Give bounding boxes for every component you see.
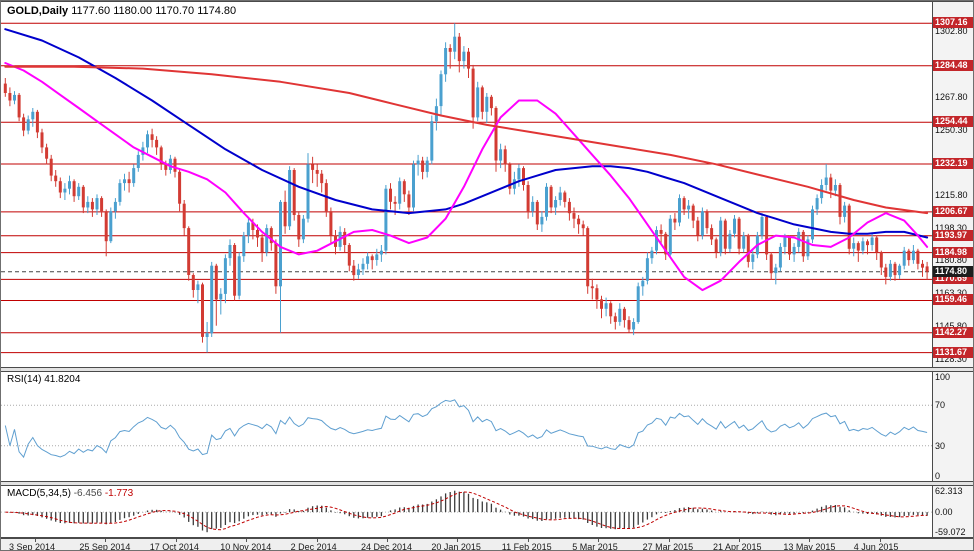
- level-price-label: 1159.46: [933, 294, 973, 306]
- date-tick: [668, 539, 670, 542]
- rsi-panel: RSI(14) 41.8204 100 70 30 0: [1, 371, 973, 482]
- level-price-label: 1284.48: [933, 59, 973, 71]
- date-label: 2 Dec 2014: [290, 542, 337, 551]
- date-label: 3 Sep 2014: [9, 542, 56, 551]
- date-label: 27 Mar 2015: [642, 542, 694, 551]
- date-tick: [457, 539, 459, 542]
- level-price-label: 1307.16: [933, 17, 973, 29]
- date-label: 25 Sep 2014: [79, 542, 131, 551]
- price-tick-label: 1198.30: [935, 222, 967, 233]
- date-label: 20 Jan 2015: [431, 542, 481, 551]
- rsi-scale-label: 100: [935, 372, 951, 382]
- level-price-label: 1206.67: [933, 205, 973, 217]
- macd-name: MACD(5,34,5): [7, 488, 71, 499]
- date-tick: [246, 539, 248, 542]
- main-chart-panel: GOLD,Daily 1177.60 1180.00 1170.70 1174.…: [1, 1, 973, 368]
- level-price-label: 1193.97: [933, 229, 973, 241]
- date-label: 5 Mar 2015: [572, 542, 618, 551]
- date-label: 21 Apr 2015: [713, 542, 762, 551]
- date-label: 4 Jun 2015: [853, 542, 899, 551]
- date-label: 13 May 2015: [783, 542, 836, 551]
- rsi-plot[interactable]: RSI(14) 41.8204: [1, 372, 932, 481]
- date-tick: [809, 539, 811, 542]
- main-chart-plot[interactable]: GOLD,Daily 1177.60 1180.00 1170.70 1174.…: [1, 2, 932, 367]
- time-axis[interactable]: 3 Sep 2014 25 Sep 2014 17 Oct 2014 10 Nov 2…: [1, 538, 973, 551]
- date-tick: [598, 539, 600, 542]
- level-price-label: 1170.69: [933, 273, 973, 285]
- current-price-label: 1174.80: [933, 265, 973, 277]
- rsi-scale-label: 0: [935, 471, 941, 481]
- price-tick-label: 1163.30: [935, 288, 967, 299]
- level-price-label: 1254.44: [933, 116, 973, 128]
- macd-signal-value: -1.773: [104, 488, 134, 499]
- date-tick: [879, 539, 881, 542]
- date-tick: [35, 539, 36, 542]
- price-tick-label: 1215.80: [935, 189, 968, 200]
- macd-scale-label: 62.313: [935, 486, 963, 496]
- price-tick-label: 1180.80: [935, 255, 967, 266]
- level-price-label: 1142.27: [933, 326, 973, 338]
- date-tick: [105, 539, 107, 542]
- date-tick: [175, 539, 177, 542]
- date-label: 10 Nov 2014: [220, 542, 272, 551]
- price-tick-label: 1250.30: [935, 124, 968, 135]
- date-tick: [316, 539, 318, 542]
- rsi-indicator-canvas[interactable]: [1, 372, 932, 481]
- chart-title: GOLD,Daily 1177.60 1180.00 1170.70 1174.…: [7, 5, 236, 17]
- macd-scale-label: 0.00: [935, 507, 953, 518]
- date-tick: [739, 539, 740, 542]
- date-label: 11 Feb 2015: [501, 542, 552, 551]
- date-label: 17 Oct 2014: [149, 542, 199, 551]
- price-tick-label: 1145.80: [935, 321, 967, 331]
- price-tick-label: 1128.30: [935, 353, 967, 364]
- rsi-scale-label: 70: [935, 400, 946, 411]
- macd-plot[interactable]: MACD(5,34,5) -6.456 -1.773: [1, 486, 932, 537]
- macd-panel: MACD(5,34,5) -6.456 -1.773 62.313 0.00 -59…: [1, 485, 973, 538]
- date-tick: [387, 539, 388, 542]
- level-price-label: 1232.19: [933, 157, 973, 169]
- rsi-axis[interactable]: 100 70 30 0: [932, 372, 973, 481]
- price-axis[interactable]: 1302.801285.301267.801250.301232.801215.…: [932, 2, 973, 367]
- rsi-label: RSI(14) 41.8204: [7, 374, 80, 385]
- level-price-label: 1131.67: [933, 346, 973, 358]
- rsi-name: RSI(14): [7, 374, 42, 385]
- price-tick-label: 1267.80: [935, 92, 968, 103]
- ohlc-readout: 1177.60 1180.00 1170.70 1174.80: [71, 5, 237, 17]
- date-tick: [527, 539, 529, 542]
- macd-main-value: -6.456: [73, 488, 103, 499]
- rsi-scale-label: 30: [935, 440, 946, 451]
- macd-indicator-canvas[interactable]: [1, 486, 932, 537]
- macd-scale-label: -59.072: [935, 527, 966, 537]
- level-price-label: 1184.98: [933, 246, 973, 258]
- symbol-timeframe-label: GOLD,Daily: [7, 5, 69, 17]
- macd-label: MACD(5,34,5) -6.456 -1.773: [7, 488, 133, 499]
- date-label: 24 Dec 2014: [361, 542, 413, 551]
- rsi-value: 41.8204: [44, 374, 81, 385]
- macd-axis[interactable]: 62.313 0.00 -59.072: [932, 486, 973, 537]
- price-tick-label: 1302.80: [935, 26, 968, 37]
- price-chart-canvas[interactable]: [1, 2, 932, 367]
